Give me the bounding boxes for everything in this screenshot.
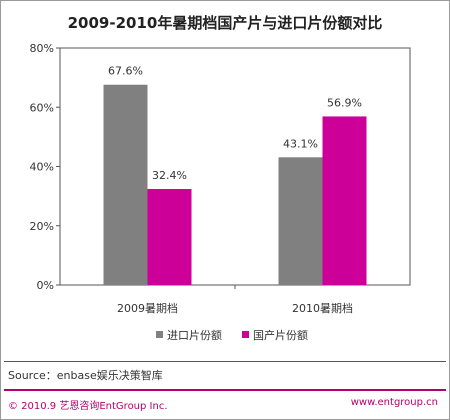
bar-data-label: 43.1%: [283, 137, 318, 150]
footer-divider: [4, 389, 446, 391]
y-tick-label: 0%: [37, 279, 54, 292]
legend-swatch: [156, 331, 163, 338]
x-tick-label: 2009暑期档: [117, 301, 178, 315]
source-divider: [4, 361, 446, 362]
bar-data-label: 67.6%: [108, 65, 143, 78]
y-tick-label: 80%: [30, 42, 54, 55]
bar-data-label: 56.9%: [327, 96, 362, 109]
bar-import-1: [103, 84, 148, 285]
bar-domestic-2: [322, 116, 367, 285]
bar-chart: 0% 20% 40% 60% 80% 67.6% 32.4% 2009暑期档 43.1% 56.9…: [30, 42, 411, 342]
y-tick-label: 20%: [30, 220, 54, 233]
bar-import-2: [278, 157, 323, 285]
bar-data-label: 32.4%: [152, 169, 187, 182]
footer-website[interactable]: www.entgroup.cn: [350, 397, 438, 408]
y-tick-label: 40%: [30, 161, 54, 174]
legend-swatch: [242, 331, 249, 338]
bar-domestic-1: [147, 189, 192, 285]
legend-label: 进口片份额: [167, 329, 222, 342]
footer-copyright: © 2010.9 艺恩咨询EntGroup Inc.: [8, 401, 168, 412]
x-tick-label: 2010暑期档: [292, 301, 353, 315]
source-text: Source：enbase娱乐决策智库: [8, 369, 163, 382]
legend-label: 国产片份额: [253, 328, 308, 342]
y-tick-label: 60%: [30, 101, 54, 114]
chart-title: 2009-2010年暑期档国产片与进口片份额对比: [67, 14, 383, 32]
